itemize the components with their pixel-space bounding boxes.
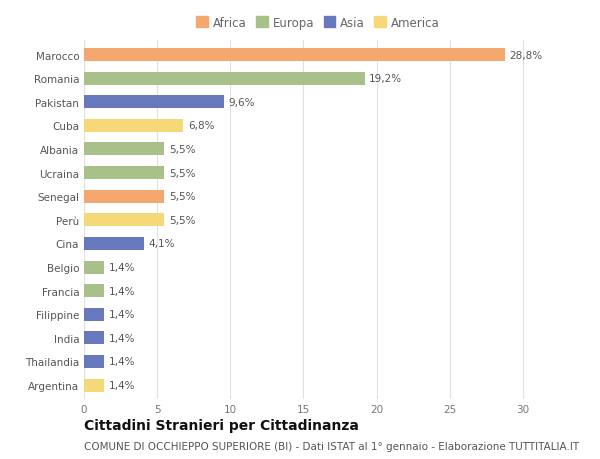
- Bar: [84, 167, 164, 179]
- Bar: [84, 355, 104, 368]
- Bar: [84, 214, 164, 227]
- Text: 6,8%: 6,8%: [188, 121, 214, 131]
- Bar: [84, 237, 144, 250]
- Text: 1,4%: 1,4%: [109, 286, 136, 296]
- Text: Cittadini Stranieri per Cittadinanza: Cittadini Stranieri per Cittadinanza: [84, 418, 359, 431]
- Text: 1,4%: 1,4%: [109, 380, 136, 390]
- Bar: [84, 49, 505, 62]
- Text: 9,6%: 9,6%: [229, 98, 255, 107]
- Text: 19,2%: 19,2%: [369, 74, 403, 84]
- Bar: [84, 331, 104, 345]
- Text: 1,4%: 1,4%: [109, 333, 136, 343]
- Bar: [84, 73, 365, 85]
- Legend: Africa, Europa, Asia, America: Africa, Europa, Asia, America: [196, 17, 440, 30]
- Text: 5,5%: 5,5%: [169, 168, 196, 178]
- Text: 1,4%: 1,4%: [109, 357, 136, 367]
- Bar: [84, 308, 104, 321]
- Text: 5,5%: 5,5%: [169, 192, 196, 202]
- Text: COMUNE DI OCCHIEPPO SUPERIORE (BI) - Dati ISTAT al 1° gennaio - Elaborazione TUT: COMUNE DI OCCHIEPPO SUPERIORE (BI) - Dat…: [84, 441, 579, 451]
- Text: 1,4%: 1,4%: [109, 263, 136, 273]
- Text: 5,5%: 5,5%: [169, 215, 196, 225]
- Text: 1,4%: 1,4%: [109, 309, 136, 319]
- Bar: [84, 143, 164, 156]
- Bar: [84, 379, 104, 392]
- Bar: [84, 261, 104, 274]
- Bar: [84, 190, 164, 203]
- Bar: [84, 285, 104, 297]
- Text: 5,5%: 5,5%: [169, 145, 196, 155]
- Text: 4,1%: 4,1%: [148, 239, 175, 249]
- Text: 28,8%: 28,8%: [509, 50, 543, 61]
- Bar: [84, 120, 184, 133]
- Bar: [84, 96, 224, 109]
